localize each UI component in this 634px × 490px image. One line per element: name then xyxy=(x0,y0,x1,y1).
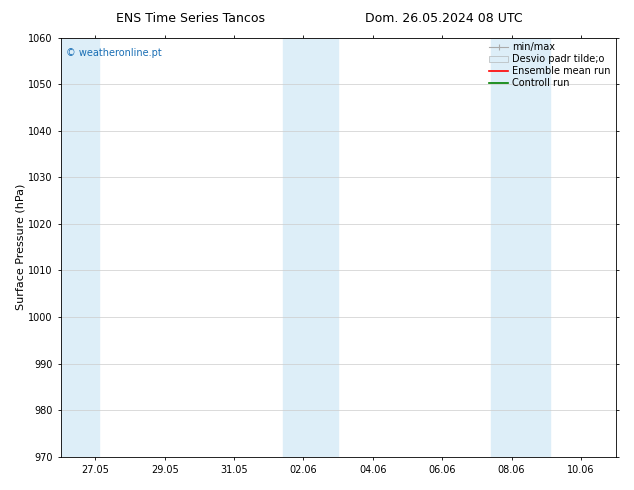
Text: © weatheronline.pt: © weatheronline.pt xyxy=(67,48,162,58)
Bar xyxy=(491,38,550,457)
Text: Dom. 26.05.2024 08 UTC: Dom. 26.05.2024 08 UTC xyxy=(365,12,522,25)
Y-axis label: Surface Pressure (hPa): Surface Pressure (hPa) xyxy=(15,184,25,310)
Legend: min/max, Desvio padr tilde;o, Ensemble mean run, Controll run: min/max, Desvio padr tilde;o, Ensemble m… xyxy=(487,41,612,90)
Bar xyxy=(57,38,99,457)
Bar xyxy=(283,38,338,457)
Text: ENS Time Series Tancos: ENS Time Series Tancos xyxy=(115,12,265,25)
